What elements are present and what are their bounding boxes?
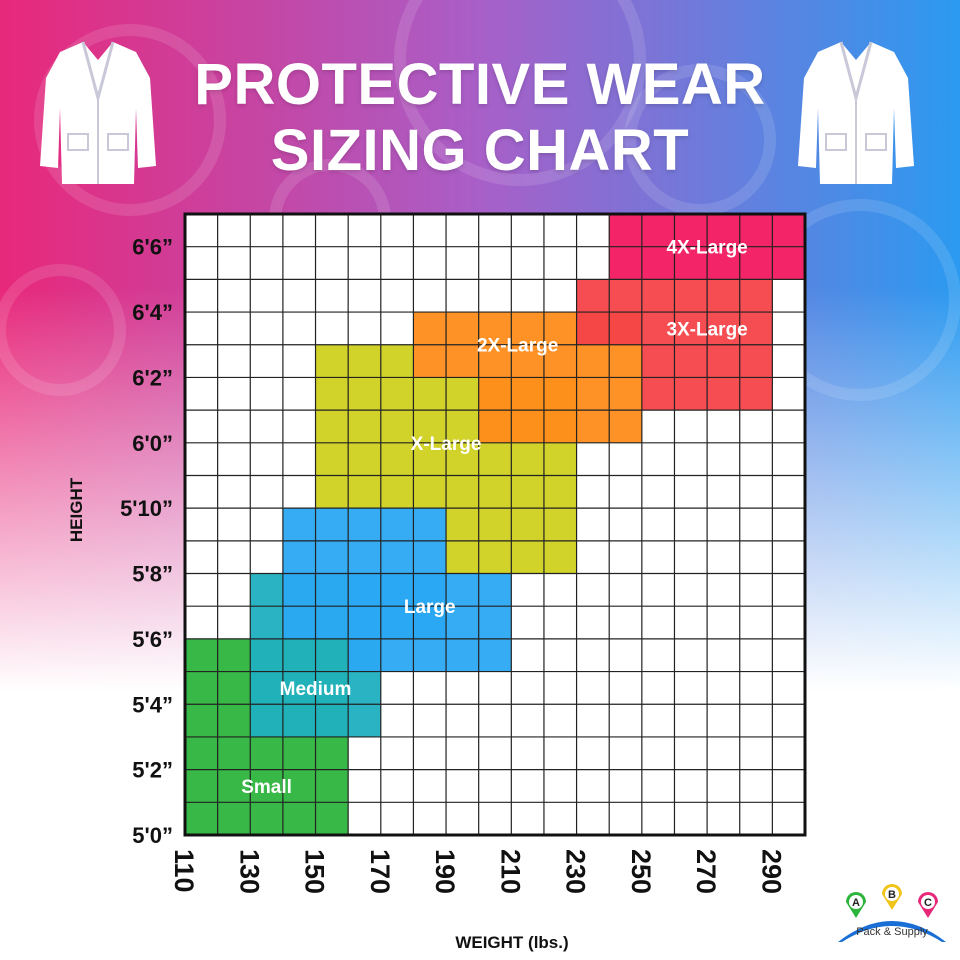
logo-pin-center: [849, 895, 863, 909]
region-label-3x-large: 3X-Large: [666, 319, 747, 340]
x-tick-label: 210: [495, 849, 525, 894]
x-tick-label: 270: [691, 849, 721, 894]
region-label-large: Large: [404, 597, 456, 618]
logo-letter: B: [888, 889, 896, 901]
lab-coat-icon: [40, 41, 156, 184]
y-tick-label: 6'0”: [132, 431, 173, 456]
logo-pin-center: [921, 895, 935, 909]
lab-coat-icon: [798, 41, 914, 184]
region-label-2x-large: 2X-Large: [477, 336, 558, 357]
x-tick-label: 230: [561, 849, 591, 894]
logo-letter: A: [852, 897, 860, 909]
region-label-4x-large: 4X-Large: [666, 238, 747, 259]
chart-title: PROTECTIVE WEAR SIZING CHART: [0, 52, 960, 184]
x-tick-label: 190: [430, 849, 460, 894]
logo-letter: C: [924, 897, 932, 909]
y-tick-label: 5'8”: [132, 562, 173, 587]
y-axis-label: HEIGHT: [67, 477, 86, 542]
x-tick-label: 110: [169, 849, 199, 893]
y-tick-label: 6'4”: [132, 300, 173, 325]
x-tick-label: 250: [626, 849, 656, 894]
y-tick-label: 5'2”: [132, 758, 173, 783]
title-line-1: PROTECTIVE WEAR: [194, 52, 766, 117]
logo-text: Pack & Supply: [856, 926, 928, 938]
abc-pack-supply-logo: A B C Pack & Supply: [832, 880, 952, 944]
y-tick-label: 5'10”: [120, 496, 173, 521]
logo-pin-center: [885, 887, 899, 901]
y-tick-label: 6'2”: [132, 365, 173, 390]
x-tick-label: 290: [756, 849, 786, 894]
title-line-2: SIZING CHART: [270, 118, 690, 183]
region-label-x-large: X-Large: [411, 434, 482, 455]
y-tick-label: 5'4”: [132, 692, 173, 717]
x-tick-label: 130: [234, 849, 264, 894]
region-large-block: [348, 573, 512, 672]
plot-border: [183, 212, 807, 837]
x-tick-label: 150: [300, 849, 330, 894]
region-x-large-block: [315, 344, 414, 378]
y-tick-label: 5'6”: [132, 627, 173, 652]
x-tick-label: 170: [365, 849, 395, 894]
region-label-small: Small: [241, 777, 292, 798]
x-axis-label: WEIGHT (lbs.): [455, 933, 568, 952]
y-tick-label: 5'0”: [132, 823, 173, 848]
y-tick-label: 6'6”: [132, 235, 173, 260]
region-label-medium: Medium: [280, 679, 352, 700]
logo-graphic: A B C: [838, 884, 946, 942]
